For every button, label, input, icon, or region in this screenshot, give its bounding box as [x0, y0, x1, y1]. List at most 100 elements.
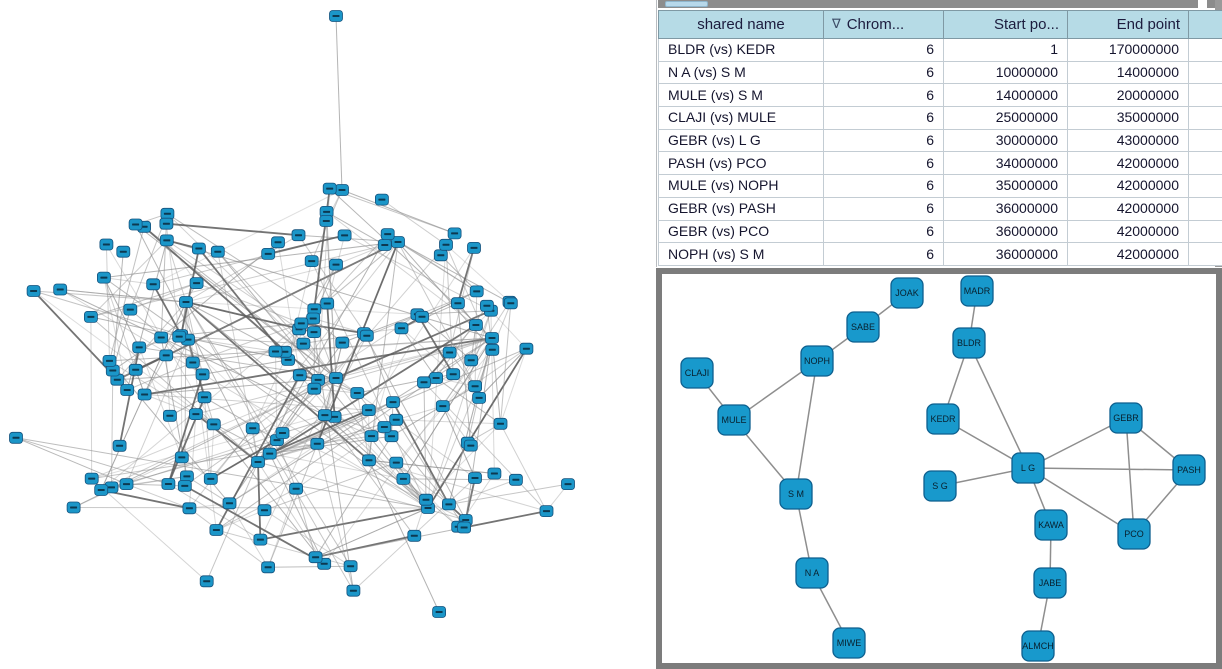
network-node[interactable]	[374, 193, 389, 206]
network-node[interactable]: PASH	[1172, 454, 1206, 486]
node-shape[interactable]	[800, 345, 834, 377]
network-node[interactable]	[261, 247, 276, 260]
network-node[interactable]	[464, 354, 479, 367]
network-node[interactable]	[469, 285, 484, 298]
node-shape[interactable]	[890, 277, 924, 309]
network-node[interactable]	[262, 447, 277, 460]
network-node[interactable]	[304, 255, 319, 268]
network-node[interactable]	[319, 215, 334, 227]
network-node[interactable]: S M	[779, 478, 813, 510]
network-node[interactable]	[317, 409, 332, 422]
network-node[interactable]: MIWE	[832, 627, 866, 659]
large-network-canvas[interactable]	[0, 0, 656, 669]
network-node[interactable]	[102, 354, 117, 367]
filter-icon[interactable]: ∇	[832, 16, 841, 31]
node-shape[interactable]	[926, 403, 960, 435]
node-shape[interactable]	[779, 478, 813, 510]
network-node[interactable]	[292, 369, 307, 382]
network-node[interactable]	[120, 384, 135, 396]
network-node[interactable]: CLAJI	[680, 357, 714, 389]
network-node[interactable]	[320, 297, 335, 310]
network-node[interactable]	[441, 498, 456, 511]
network-node[interactable]	[359, 329, 374, 342]
network-node[interactable]	[337, 229, 352, 242]
table-row[interactable]: CLAJI (vs) MULE625000000350000005.9	[658, 106, 1222, 130]
network-node[interactable]	[311, 373, 326, 386]
network-node[interactable]	[468, 319, 483, 331]
network-node[interactable]	[468, 472, 482, 484]
network-node[interactable]	[206, 418, 221, 431]
network-node[interactable]	[271, 236, 285, 249]
network-node[interactable]	[447, 227, 462, 240]
network-node[interactable]	[377, 421, 392, 433]
network-node[interactable]	[222, 497, 237, 510]
network-node[interactable]	[132, 341, 147, 354]
network-node[interactable]	[251, 456, 265, 468]
network-node[interactable]	[396, 472, 411, 485]
network-node[interactable]	[291, 229, 306, 242]
network-node[interactable]	[442, 346, 457, 359]
network-node[interactable]	[429, 372, 444, 384]
table-row[interactable]: NOPH (vs) S M636000000420000009.9	[658, 242, 1222, 266]
network-node[interactable]	[307, 303, 322, 316]
column-header-2[interactable]: Start po...	[943, 10, 1068, 39]
network-node[interactable]	[210, 245, 225, 258]
network-node[interactable]: JABE	[1033, 567, 1067, 599]
network-node[interactable]: S G	[923, 470, 957, 502]
network-node[interactable]: PCO	[1117, 518, 1151, 550]
network-node[interactable]	[84, 310, 98, 323]
table-row[interactable]: GEBR (vs) PASH636000000420000008.9	[658, 196, 1222, 221]
network-node[interactable]	[189, 277, 204, 290]
table-row[interactable]: MULE (vs) S M614000000200000007.5	[658, 83, 1222, 108]
network-node[interactable]	[384, 430, 399, 443]
network-node[interactable]	[380, 228, 395, 241]
node-shape[interactable]	[952, 327, 986, 359]
network-node[interactable]	[26, 285, 41, 297]
network-node[interactable]	[463, 439, 478, 452]
node-shape[interactable]	[680, 357, 714, 389]
node-shape[interactable]	[1172, 454, 1206, 486]
network-node[interactable]	[128, 363, 143, 376]
network-node[interactable]	[493, 417, 508, 430]
node-shape[interactable]	[1034, 509, 1068, 541]
column-header-1[interactable]: ∇ Chrom...	[823, 10, 944, 39]
network-node[interactable]	[159, 217, 174, 230]
network-node[interactable]: SABE	[846, 311, 880, 343]
network-node[interactable]	[177, 479, 192, 492]
network-node[interactable]	[179, 470, 194, 483]
network-node[interactable]	[472, 391, 487, 404]
network-node[interactable]	[257, 504, 272, 517]
network-node[interactable]	[386, 396, 400, 409]
network-node[interactable]	[112, 439, 127, 452]
network-node[interactable]: GEBR	[1109, 402, 1143, 434]
node-shape[interactable]	[1033, 567, 1067, 599]
network-node[interactable]	[174, 451, 189, 464]
table-row[interactable]: PASH (vs) PCO6340000004200000011.4	[658, 151, 1222, 176]
network-node[interactable]	[457, 521, 472, 534]
node-shape[interactable]	[846, 311, 880, 343]
network-node[interactable]: L G	[1011, 452, 1045, 484]
network-node[interactable]	[391, 236, 405, 248]
network-node[interactable]	[485, 332, 499, 344]
network-node[interactable]	[310, 437, 325, 450]
network-node[interactable]	[508, 473, 523, 486]
network-node[interactable]: JOAK	[890, 277, 924, 309]
network-node[interactable]	[468, 380, 483, 393]
network-node[interactable]	[203, 472, 218, 485]
network-node[interactable]	[185, 356, 200, 369]
network-node[interactable]	[188, 408, 203, 421]
network-node[interactable]	[137, 388, 152, 401]
table-row[interactable]: MULE (vs) NOPH6350000004200000010.5	[658, 174, 1222, 198]
network-node[interactable]	[199, 575, 214, 588]
network-node[interactable]	[539, 505, 554, 518]
network-node[interactable]	[116, 245, 131, 258]
network-node[interactable]	[159, 349, 174, 362]
small-network-canvas[interactable]: CLAJI MULE NOPH SABE JOAK S M N A MIWE MADR BLDR K…	[656, 268, 1222, 669]
node-shape[interactable]	[1011, 452, 1045, 484]
network-node[interactable]	[191, 242, 206, 255]
network-node[interactable]	[419, 493, 433, 506]
network-node[interactable]	[99, 238, 114, 251]
node-shape[interactable]	[832, 627, 866, 659]
network-node[interactable]	[343, 560, 358, 573]
network-node[interactable]	[172, 330, 187, 343]
